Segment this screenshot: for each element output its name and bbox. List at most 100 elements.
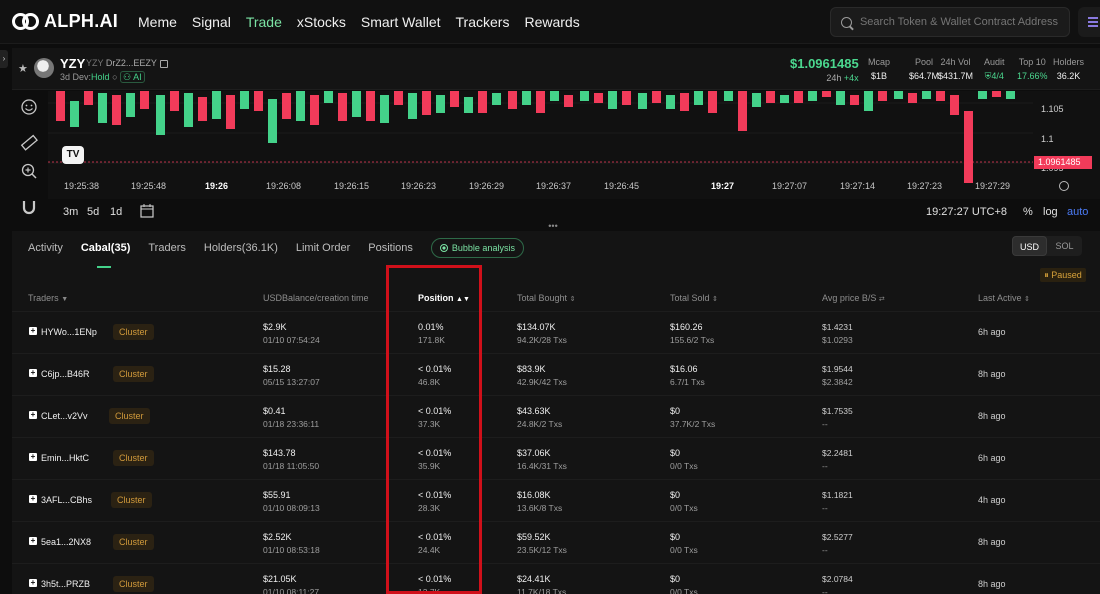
position-cell: < 0.01% 35.9K	[418, 448, 451, 471]
menu-smart-wallet[interactable]: Smart Wallet	[360, 13, 441, 30]
expand-row-icon[interactable]: +	[29, 326, 37, 335]
percent-toggle[interactable]: %	[1023, 206, 1033, 218]
table-row[interactable]: + CLet...v2Vv Cluster $0.41 01/18 23:36:11 < …	[12, 395, 1100, 437]
cluster-badge[interactable]: Cluster	[111, 492, 152, 508]
candle	[964, 111, 973, 183]
time-tick: 19:27:23	[907, 181, 943, 191]
bought-txs: 23.5K/12 Txs	[517, 545, 567, 555]
header-total-bought[interactable]: Total Bought ⇕	[517, 293, 576, 303]
trader-address[interactable]: CLet...v2Vv	[41, 411, 88, 421]
last-active: 8h ago	[978, 369, 1006, 379]
trader-address[interactable]: C6jp...B46R	[41, 369, 90, 379]
table-row[interactable]: +3h5t...PRZB Cluster $21.05K 01/10 08:11:27…	[12, 563, 1100, 594]
candle	[84, 91, 93, 105]
paused-badge[interactable]: ⏸ Paused	[1040, 268, 1086, 282]
menu-trade[interactable]: Trade	[245, 13, 282, 30]
ruler-icon[interactable]	[20, 134, 38, 152]
stat-audit[interactable]: Audit ⛨4/4	[984, 57, 1005, 82]
tab-holders[interactable]: Holders(36.1K)	[203, 242, 278, 254]
sold-cell: $16.06 6.7/1 Txs	[670, 364, 705, 387]
timeframe-5d[interactable]: 5d	[87, 206, 100, 218]
tab-activity[interactable]: Activity	[28, 242, 63, 254]
cluster-badge[interactable]: Cluster	[113, 366, 154, 382]
candle	[522, 91, 531, 105]
bought-txs: 11.7K/18 Txs	[517, 587, 567, 594]
chart-settings-icon[interactable]	[1059, 181, 1069, 191]
zoom-in-icon[interactable]	[20, 162, 38, 180]
auto-toggle[interactable]: auto	[1067, 206, 1089, 218]
header-total-sold[interactable]: Total Sold ⇕	[670, 293, 718, 303]
change-value: +4x	[843, 73, 859, 83]
menu-icon[interactable]	[1078, 7, 1100, 37]
shield-icon: ⛨	[984, 71, 992, 81]
time-tick: 19:26:08	[266, 181, 302, 191]
candle	[226, 95, 235, 129]
cluster-badge[interactable]: Cluster	[113, 534, 154, 550]
price-chart[interactable]	[48, 91, 1100, 199]
menu-rewards[interactable]: Rewards	[524, 13, 580, 30]
ai-badge[interactable]: ⚇ AI	[120, 71, 145, 83]
expand-row-icon[interactable]: +	[29, 578, 37, 587]
expand-row-icon[interactable]: +	[29, 410, 37, 419]
top-nav: ALPH.AI Meme Signal Trade xStocks Smart …	[0, 0, 1100, 44]
currency-usd[interactable]: USD	[1012, 236, 1047, 256]
tradingview-logo[interactable]: TV	[62, 146, 84, 164]
resize-handle[interactable]: •••	[548, 221, 558, 231]
trader-address[interactable]: 3AFL...CBhs	[41, 495, 93, 505]
search-box[interactable]	[830, 7, 1070, 37]
trader-address[interactable]: 3h5t...PRZB	[41, 579, 91, 589]
tab-positions[interactable]: Positions	[368, 242, 413, 254]
cluster-badge[interactable]: Cluster	[113, 576, 154, 592]
bought-txs: 24.8K/2 Txs	[517, 419, 563, 429]
position-cell: < 0.01% 12.7K	[418, 574, 451, 594]
menu-meme[interactable]: Meme	[138, 13, 177, 30]
menu-signal[interactable]: Signal	[191, 13, 231, 30]
expand-row-icon[interactable]: +	[29, 494, 37, 503]
bubble-analysis-button[interactable]: Bubble analysis	[430, 238, 524, 258]
candle	[680, 93, 689, 111]
cluster-badge[interactable]: Cluster	[113, 450, 154, 466]
table-row[interactable]: + Emin...HktC Cluster $143.78 01/18 11:05:50…	[12, 437, 1100, 479]
tab-cabal[interactable]: Cabal(35)	[81, 240, 130, 268]
log-toggle[interactable]: log	[1043, 206, 1058, 218]
tab-traders[interactable]: Traders	[148, 242, 186, 254]
search-small-icon[interactable]: ○	[112, 72, 118, 82]
token-address[interactable]: YZY DrZ2...EEZY	[86, 58, 168, 68]
sold-txs: 0/0 Txs	[670, 503, 698, 513]
table-row[interactable]: + HYWo...1ENp Cluster $2.9K 01/10 07:54:24 0.…	[12, 311, 1100, 353]
timeframe-3m[interactable]: 3m	[63, 206, 79, 218]
expand-row-icon[interactable]: +	[29, 452, 37, 461]
stat-value: $1B	[871, 71, 888, 81]
timeframe-1d[interactable]: 1d	[110, 206, 123, 218]
expand-row-icon[interactable]: +	[29, 536, 37, 545]
header-position[interactable]: Position ▲▼	[418, 293, 470, 303]
trader-address[interactable]: 5ea1...2NX8	[41, 537, 92, 547]
trader-address[interactable]: HYWo...1ENp	[41, 327, 97, 337]
avg-price-cell: $1.4231 $1.0293	[822, 322, 853, 345]
emoji-icon[interactable]	[20, 98, 38, 116]
header-traders[interactable]: Traders ▼	[28, 293, 69, 303]
favorite-star-icon[interactable]: ★	[18, 63, 28, 75]
menu-xstocks[interactable]: xStocks	[296, 13, 346, 30]
cluster-badge[interactable]: Cluster	[113, 324, 154, 340]
table-row[interactable]: + C6jp...B46R Cluster $15.28 05/15 13:27:07 <…	[12, 353, 1100, 395]
logo[interactable]: ALPH.AI	[12, 11, 130, 32]
bought-cell: $83.9K 42.9K/42 Txs	[517, 364, 567, 387]
magnet-icon[interactable]	[20, 198, 38, 216]
header-balance[interactable]: USDBalance/creation time	[263, 293, 369, 303]
tab-limit-order[interactable]: Limit Order	[295, 242, 351, 254]
table-row[interactable]: +5ea1...2NX8 Cluster $2.52K 01/10 08:53:18 <…	[12, 521, 1100, 563]
candle	[112, 95, 121, 125]
date-range-icon[interactable]	[140, 204, 154, 221]
trader-address[interactable]: Emin...HktC	[41, 453, 90, 463]
expand-sidebar-icon[interactable]: ›	[0, 50, 8, 68]
menu-trackers[interactable]: Trackers	[455, 13, 510, 30]
expand-row-icon[interactable]: +	[29, 368, 37, 377]
cluster-badge[interactable]: Cluster	[109, 408, 150, 424]
copy-icon[interactable]	[159, 59, 168, 68]
header-last-active[interactable]: Last Active ⇕	[978, 293, 1030, 303]
currency-sol[interactable]: SOL	[1055, 241, 1074, 251]
search-input[interactable]	[859, 16, 1069, 28]
table-row[interactable]: +3AFL...CBhs Cluster $55.91 01/10 08:09:13 <…	[12, 479, 1100, 521]
header-avg-price[interactable]: Avg price B/S ⇄	[822, 293, 885, 303]
